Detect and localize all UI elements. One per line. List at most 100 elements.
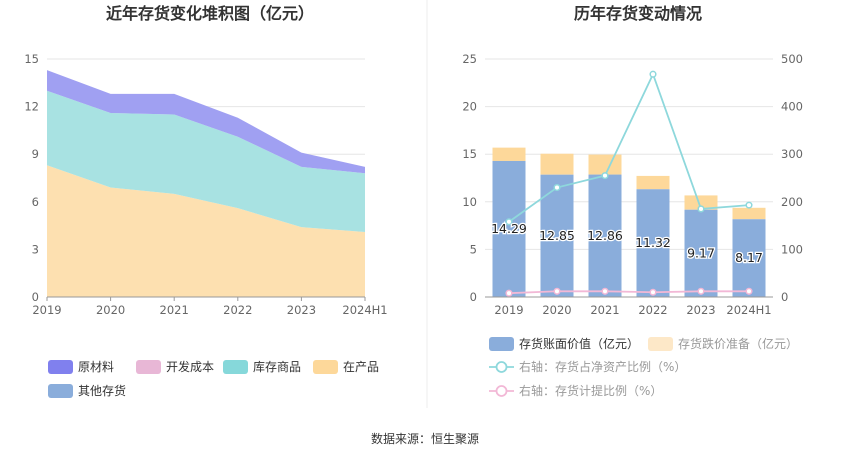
legend-label: 在产品 [343, 360, 379, 374]
right-right-y-axis: 0 100 200 300 400 500 [781, 52, 803, 304]
y-tick-label: 10 [462, 195, 477, 209]
bar-impairment [492, 147, 526, 161]
x-tick-label: 2022 [638, 303, 667, 317]
x-tick-label: 2021 [590, 303, 619, 317]
legend-label: 存货跌价准备（亿元） [678, 336, 798, 351]
y-tick-label: 0 [32, 290, 39, 304]
bar-value-label: 8.17 [735, 250, 763, 265]
legend-swatch [648, 337, 673, 351]
legend-label: 存货账面价值（亿元） [519, 336, 639, 351]
bar-book-value [732, 219, 766, 297]
legend-swatch [48, 360, 73, 374]
legend-swatch [48, 384, 73, 398]
bar-impairment [588, 154, 622, 175]
bar-value-label: 12.86 [587, 228, 623, 243]
line-point [553, 183, 561, 192]
data-source: 数据来源：恒生聚源 [371, 431, 479, 446]
bar-impairment [540, 153, 574, 175]
y-tick-label: 15 [462, 147, 477, 161]
line-point [697, 287, 705, 295]
x-tick-label: 2020 [96, 303, 125, 317]
left-y-axis: 0 3 6 9 12 15 [24, 52, 39, 304]
bar-value-label: 14.29 [491, 221, 527, 236]
left-chart-title: 近年存货变化堆积图（亿元） [106, 4, 314, 23]
legend-label: 原材料 [78, 360, 114, 374]
y-tick-label: 20 [462, 100, 477, 114]
x-tick-label: 2022 [223, 303, 252, 317]
bar-impairment [636, 175, 670, 190]
line-point [745, 287, 753, 295]
y2-tick-label: 500 [781, 52, 803, 66]
line-point [553, 287, 561, 295]
right-x-axis: 2019 2020 2021 2022 2023 2024H1 [485, 296, 773, 317]
line-point [601, 172, 609, 180]
line-point [745, 201, 753, 209]
y2-tick-label: 0 [781, 290, 788, 304]
bar-impairment [684, 195, 718, 210]
bar-book-value [588, 174, 622, 297]
x-tick-label: 2023 [686, 303, 715, 317]
line-point [697, 205, 705, 213]
right-bar-series [492, 147, 766, 297]
y-tick-label: 15 [24, 52, 39, 66]
legend-swatch [313, 360, 338, 374]
bar-value-label: 9.17 [687, 245, 715, 260]
y2-tick-label: 100 [781, 242, 803, 256]
bar-book-value [636, 189, 670, 297]
x-tick-label: 2019 [494, 303, 523, 317]
y-tick-label: 6 [32, 195, 39, 209]
y-tick-label: 0 [470, 290, 477, 304]
legend-label: 库存商品 [253, 359, 301, 374]
x-tick-label: 2021 [160, 303, 189, 317]
legend-swatch [136, 360, 161, 374]
legend-marker [495, 385, 508, 397]
line-point [649, 70, 657, 78]
bar-book-value [492, 160, 526, 297]
y-tick-label: 9 [32, 147, 39, 161]
legend-label: 右轴：存货占净资产比例（%） [519, 359, 686, 374]
right-gridlines [485, 58, 773, 298]
area-原材料 [47, 70, 365, 174]
y2-tick-label: 200 [781, 195, 803, 209]
y-tick-label: 3 [32, 242, 39, 256]
bar-value-label: 12.85 [539, 228, 575, 243]
line-point [505, 218, 513, 226]
line-右轴：存货占净资产比例（%） [508, 71, 750, 223]
bar-book-value [684, 209, 718, 297]
y2-tick-label: 400 [781, 100, 803, 114]
legend-marker [495, 361, 508, 373]
bar-impairment [732, 207, 766, 220]
x-tick-label: 2019 [32, 303, 61, 317]
legend-label: 其他存货 [78, 383, 126, 398]
legend-swatch [489, 337, 514, 351]
right-chart-title: 历年存货变动情况 [574, 4, 702, 23]
right-bar-labels: 14.29 12.85 12.86 11.32 9.17 8.17 [490, 220, 764, 267]
x-tick-label: 2024H1 [726, 303, 771, 317]
bar-line-chart: 历年存货变动情况 14.29 12.85 12.86 11.32 9.17 8.17 0 5… [462, 4, 803, 398]
line-右轴：存货计提比例（%） [508, 290, 749, 295]
line-point [505, 289, 513, 297]
right-left-y-axis: 0 5 10 15 20 25 [462, 52, 477, 304]
left-area-series [47, 70, 365, 297]
bar-value-label: 11.32 [635, 235, 671, 250]
right-legend: 存货账面价值（亿元） 存货跌价准备（亿元） 右轴：存货占净资产比例（%） 右轴：存货计… [489, 336, 798, 398]
legend-label: 开发成本 [166, 359, 214, 374]
y-tick-label: 5 [470, 242, 477, 256]
y2-tick-label: 300 [781, 147, 803, 161]
right-line-series [505, 70, 753, 297]
line-point [601, 287, 609, 295]
y-tick-label: 25 [462, 52, 477, 66]
legend-label: 右轴：存货计提比例（%） [519, 383, 662, 398]
x-tick-label: 2020 [542, 303, 571, 317]
x-tick-label: 2024H1 [342, 303, 387, 317]
x-tick-label: 2023 [287, 303, 316, 317]
line-point [649, 288, 657, 296]
y-tick-label: 12 [24, 100, 39, 114]
legend-swatch [223, 360, 248, 374]
left-x-axis: 2019 2020 2021 2022 2023 2024H1 [32, 296, 388, 317]
area-库存商品 [47, 90, 365, 232]
area-在产品 [47, 165, 365, 297]
